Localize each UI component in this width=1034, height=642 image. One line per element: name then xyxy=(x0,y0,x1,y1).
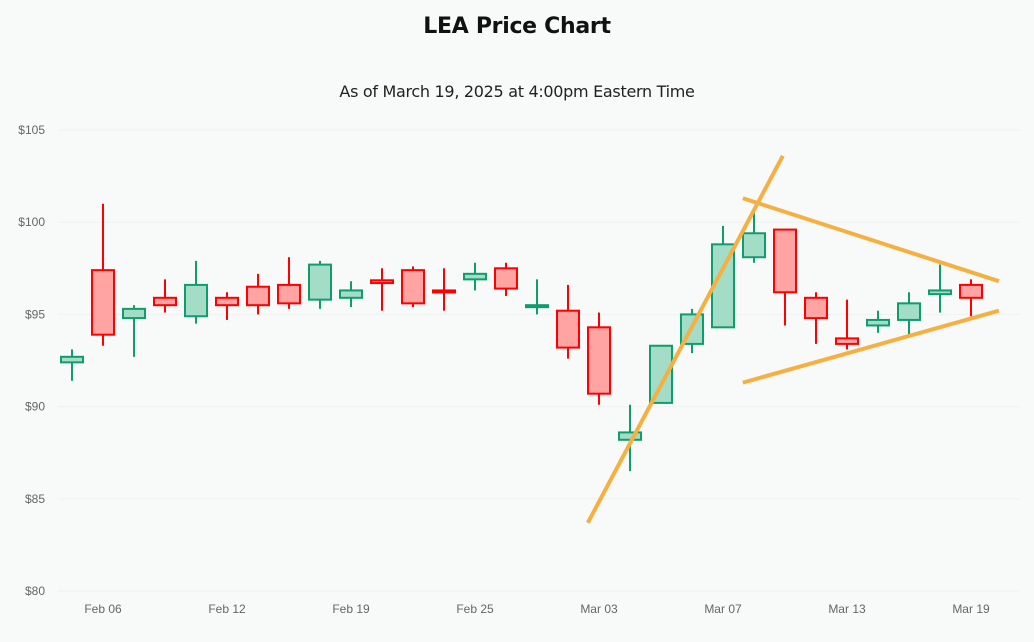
candle-up xyxy=(60,349,84,381)
candle-body xyxy=(804,296,828,320)
x-tick-label: Mar 07 xyxy=(704,602,742,616)
candle-up xyxy=(339,281,363,308)
candle-down xyxy=(556,284,580,359)
candle-body xyxy=(928,289,952,296)
candle-up xyxy=(122,305,146,357)
grid-lines xyxy=(58,129,1020,592)
candle-down xyxy=(494,262,518,296)
chart-title: LEA Price Chart xyxy=(423,14,611,39)
candle-down xyxy=(246,273,270,315)
x-axis: Feb 06 Feb 12 Feb 19 Feb 25 Mar 03 Mar 07 Mar … xyxy=(84,602,990,616)
candle-body xyxy=(556,309,580,349)
candle-down xyxy=(432,268,456,311)
candle-body xyxy=(618,431,642,441)
candle-body xyxy=(60,355,84,364)
candle-body xyxy=(215,296,239,307)
x-tick-label: Mar 03 xyxy=(580,602,618,616)
candle-body xyxy=(773,228,797,294)
candles xyxy=(60,203,983,472)
candle-body xyxy=(91,269,115,336)
trendline-breakout-line xyxy=(586,154,785,524)
candle-down xyxy=(835,299,859,350)
x-tick-label: Feb 19 xyxy=(332,602,370,616)
x-tick-label: Feb 25 xyxy=(456,602,494,616)
y-tick-label: $90 xyxy=(25,400,45,414)
candle-body xyxy=(153,296,177,307)
candle-up xyxy=(711,225,735,329)
candle-body xyxy=(339,289,363,299)
candle-down xyxy=(773,228,797,326)
candle-body xyxy=(897,302,921,321)
candle-down xyxy=(401,266,425,308)
chart-subtitle: As of March 19, 2025 at 4:00pm Eastern T… xyxy=(339,82,695,101)
candle-down xyxy=(153,279,177,313)
candle-down xyxy=(959,279,983,317)
candle-body xyxy=(742,232,766,259)
candle-up xyxy=(928,264,952,313)
candle-body xyxy=(525,304,549,309)
y-tick-label: $105 xyxy=(18,123,45,137)
candle-body xyxy=(463,272,487,281)
candle-body xyxy=(184,283,208,318)
candle-body xyxy=(246,285,270,307)
y-tick-label: $80 xyxy=(25,584,45,598)
candle-up xyxy=(308,260,332,309)
y-tick-label: $95 xyxy=(25,307,45,321)
candle-down xyxy=(587,312,611,405)
trendline-triangle-lower xyxy=(742,308,1000,385)
candle-body xyxy=(866,318,890,327)
y-axis: $105 $100 $95 $90 $85 $80 xyxy=(18,123,45,598)
candle-up xyxy=(649,344,673,404)
candle-body xyxy=(494,267,518,290)
candle-body xyxy=(959,283,983,299)
candle-body xyxy=(277,283,301,305)
candle-body xyxy=(649,344,673,404)
trendline-triangle-upper xyxy=(742,196,1000,284)
candle-body xyxy=(122,307,146,320)
candle-body xyxy=(587,326,611,395)
x-tick-label: Feb 06 xyxy=(84,602,122,616)
candle-body xyxy=(835,337,859,345)
candle-up xyxy=(184,260,208,324)
candle-body xyxy=(370,279,394,285)
candle-down xyxy=(277,257,301,309)
candle-down xyxy=(215,292,239,320)
y-tick-label: $85 xyxy=(25,492,45,506)
trendlines xyxy=(586,154,1000,524)
y-tick-label: $100 xyxy=(18,215,45,229)
candle-down xyxy=(91,203,115,346)
candle-body xyxy=(432,289,456,294)
candle-body xyxy=(308,263,332,301)
candle-up xyxy=(866,310,890,333)
x-tick-label: Feb 12 xyxy=(208,602,246,616)
candle-down xyxy=(804,292,828,344)
candle-up xyxy=(742,207,766,263)
candle-up xyxy=(897,292,921,335)
x-tick-label: Mar 19 xyxy=(952,602,990,616)
candle-body xyxy=(401,269,425,305)
candle-down xyxy=(370,268,394,311)
candle-up xyxy=(463,262,487,291)
candle-up xyxy=(525,279,549,315)
x-tick-label: Mar 13 xyxy=(828,602,866,616)
